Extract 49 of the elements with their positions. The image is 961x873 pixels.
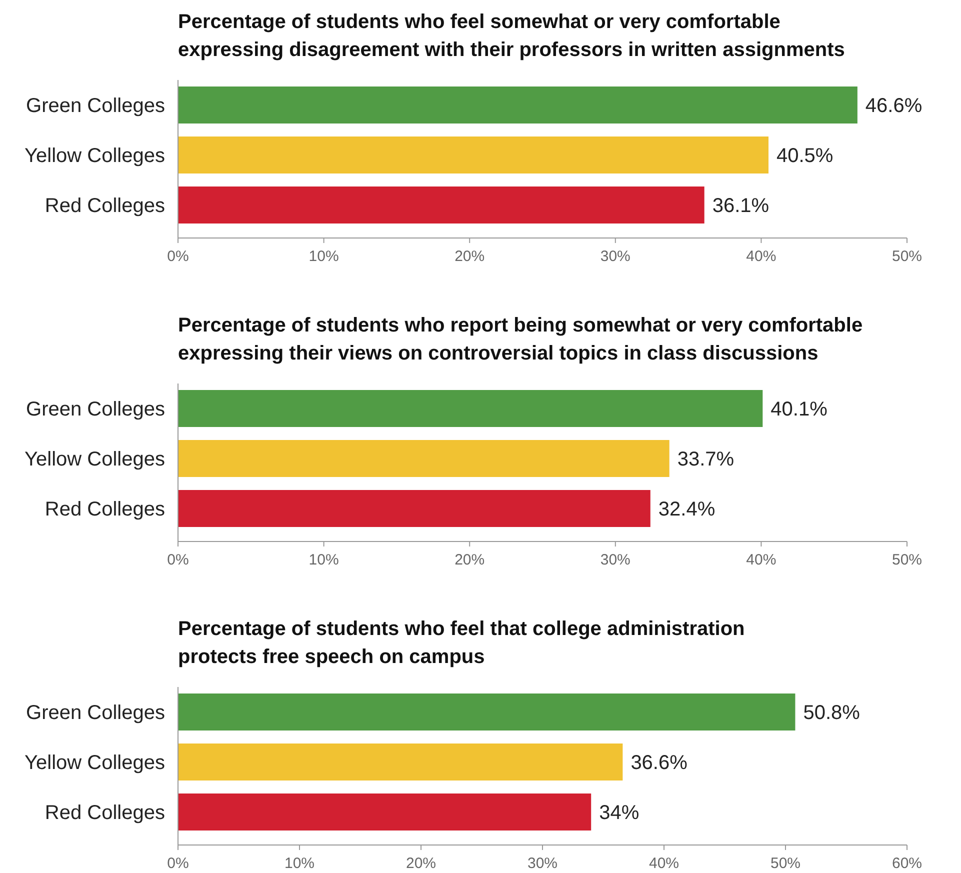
data-label: 36.6%: [630, 752, 688, 774]
bar: [178, 694, 796, 730]
data-label: 34%: [599, 802, 640, 824]
x-tick-label: 30%: [600, 248, 630, 265]
x-tick-label: 50%: [770, 855, 801, 872]
y-tick-label: Yellow Colleges: [24, 145, 165, 167]
x-tick-label: 10%: [308, 552, 339, 568]
data-label: 40.1%: [770, 398, 828, 420]
y-tick-label: Green Colleges: [26, 398, 165, 420]
x-tick-label: 0%: [167, 855, 189, 872]
x-tick-label: 50%: [892, 248, 922, 265]
x-tick-label: 40%: [648, 855, 680, 872]
bar: [178, 86, 858, 124]
y-tick-label: Red Colleges: [44, 195, 165, 217]
y-tick-label: Red Colleges: [44, 802, 165, 824]
x-tick-label: 60%: [892, 855, 922, 872]
x-tick-label: 50%: [892, 552, 922, 568]
y-tick-label: Red Colleges: [44, 498, 165, 520]
bar: [178, 794, 592, 830]
x-tick-label: 20%: [454, 552, 485, 568]
data-label: 33.7%: [677, 448, 734, 470]
bar: [178, 490, 650, 527]
bar: [178, 186, 704, 224]
x-tick-label: 10%: [284, 855, 315, 872]
x-tick-label: 10%: [308, 248, 339, 265]
bar: [178, 440, 670, 477]
x-tick-label: 20%: [406, 855, 436, 872]
y-tick-label: Green Colleges: [26, 95, 165, 117]
chart-title: Percentage of students who feel that college administration protects free speech on campus: [178, 618, 745, 668]
data-label: 32.4%: [658, 498, 716, 520]
x-tick-label: 30%: [527, 855, 558, 872]
chart-title: Percentage of students who feel somewhat or very comfortable expressing disagreement with their professors in written assignments: [178, 11, 845, 61]
y-tick-label: Yellow Colleges: [24, 448, 165, 470]
bar: [178, 390, 763, 427]
data-label: 50.8%: [803, 702, 860, 724]
bar: [178, 136, 768, 174]
bar: [178, 744, 623, 780]
data-label: 40.5%: [776, 145, 834, 167]
x-tick-label: 30%: [600, 552, 630, 568]
x-tick-label: 40%: [746, 248, 776, 265]
x-tick-label: 0%: [167, 552, 189, 568]
y-tick-label: Green Colleges: [26, 702, 165, 724]
y-tick-label: Yellow Colleges: [24, 752, 165, 774]
x-tick-label: 40%: [746, 552, 776, 568]
data-label: 36.1%: [712, 195, 770, 217]
data-label: 46.6%: [865, 95, 922, 117]
x-tick-label: 0%: [167, 248, 189, 265]
x-tick-label: 20%: [454, 248, 485, 265]
chart-title: Percentage of students who report being somewhat or very comfortable expressing their views on controversial topics in class discussions: [178, 314, 863, 364]
